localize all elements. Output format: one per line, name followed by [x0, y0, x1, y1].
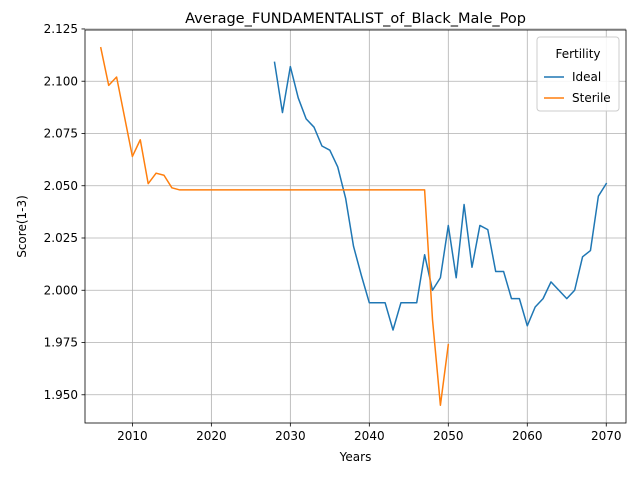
x-tick-label: 2050	[433, 429, 464, 443]
x-axis-label: Years	[339, 450, 372, 464]
series-line-sterile	[99, 46, 450, 406]
legend: Fertility Ideal Sterile	[536, 36, 620, 112]
y-tick-label: 2.050	[44, 179, 78, 193]
x-tick-label: 2070	[591, 429, 622, 443]
y-tick-label: 1.950	[44, 388, 78, 402]
series-line-ideal	[273, 61, 608, 331]
x-tick-label: 2010	[117, 429, 148, 443]
y-tick-label: 2.000	[44, 283, 78, 297]
y-tick-label: 2.025	[44, 231, 78, 245]
plot-area-frame	[84, 29, 627, 424]
y-tick-label: 1.975	[44, 336, 78, 350]
x-tick-label: 2040	[354, 429, 385, 443]
x-tick-label: 2060	[512, 429, 543, 443]
chart-title: Average_FUNDAMENTALIST_of_Black_Male_Pop	[185, 11, 526, 27]
series-lines	[99, 46, 608, 406]
y-tick-label: 2.075	[44, 127, 78, 141]
legend-box	[536, 36, 620, 112]
legend-label-ideal: Ideal	[572, 70, 601, 84]
y-axis-label: Score(1-3)	[15, 195, 29, 258]
x-axis-ticks: 2010 2020 2030 2040 2050 2060 2070	[117, 423, 622, 443]
legend-title: Fertility	[555, 47, 600, 61]
legend-label-sterile: Sterile	[572, 91, 611, 105]
x-tick-label: 2020	[196, 429, 227, 443]
grid-lines	[85, 28, 626, 423]
x-tick-label: 2030	[275, 429, 306, 443]
y-axis-ticks: 1.950 1.975 2.000 2.025 2.050 2.075 2.100 2.125	[44, 22, 85, 402]
y-tick-label: 2.100	[44, 74, 78, 88]
y-tick-label: 2.125	[44, 22, 78, 36]
